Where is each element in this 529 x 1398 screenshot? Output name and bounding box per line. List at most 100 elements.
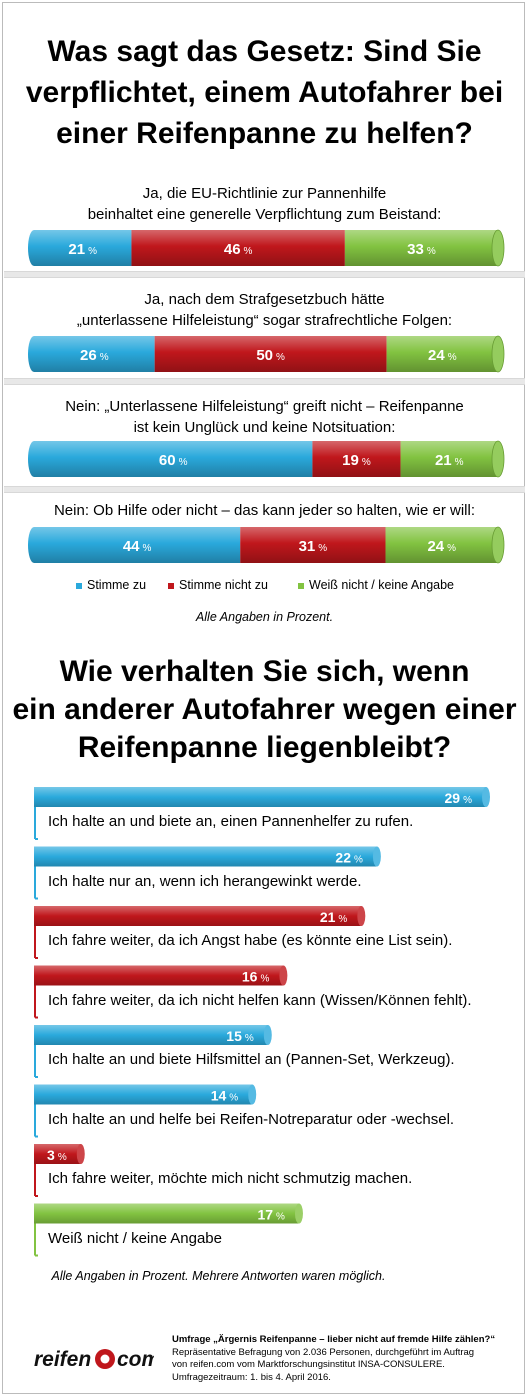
footer-line-3: Umfragezeitraum: 1. bis 4. April 2016. bbox=[172, 1371, 331, 1383]
question-2-line-1: Ja, nach dem Strafgesetzbuch hätte bbox=[144, 291, 385, 308]
bar-right-cap bbox=[491, 526, 505, 564]
question-2-line-2: „unterlassene Hilfeleistung“ sogar straf… bbox=[76, 312, 453, 329]
value-label: 24% bbox=[427, 538, 456, 555]
stacked-bar-chart: 21% 46% 33 % 26% 50% 24 % 60% 19% 21 % 44% 31% 24% bbox=[28, 229, 505, 564]
value-label: 50% bbox=[256, 347, 285, 364]
logo-text-right: com bbox=[117, 1348, 154, 1371]
bar-unknown-2 bbox=[386, 336, 498, 372]
question-1-line-1: Ja, die EU-Richtlinie zur Pannenhilfe bbox=[142, 185, 387, 202]
hbar-bracket bbox=[34, 1223, 38, 1257]
value-label: 19% bbox=[342, 452, 371, 469]
bar-unknown-3 bbox=[400, 441, 498, 477]
bar-right-cap bbox=[491, 229, 505, 267]
title2-line-2: ein anderer Autofahrer wegen einer bbox=[12, 693, 517, 726]
value-label: 31% bbox=[299, 538, 328, 555]
title-line-2: verpflichtet, einem Autofahrer bei bbox=[25, 76, 504, 109]
title-line-3: einer Reifenpanne zu helfen? bbox=[56, 117, 473, 150]
legend-item-unknown: Weiß nicht / keine Angabe bbox=[298, 578, 454, 592]
bar-right-cap bbox=[491, 335, 505, 373]
hbar-cap bbox=[263, 1025, 272, 1045]
hbar-cap bbox=[248, 1084, 257, 1105]
bar-disagree-2 bbox=[154, 336, 387, 372]
legend-label: Weiß nicht / keine Angabe bbox=[309, 578, 454, 592]
hbar-category-label: Ich halte an und biete Hilfsmittel an (P… bbox=[48, 1051, 455, 1068]
hbar-bracket bbox=[34, 807, 38, 840]
value-label: 33% bbox=[407, 241, 436, 258]
hbar-cap bbox=[76, 1144, 85, 1164]
hbar-category-label: Ich halte an und helfe bei Reifen-Notrep… bbox=[48, 1110, 455, 1128]
title2-line-3: Reifenpanne liegenbleibt? bbox=[77, 731, 452, 764]
hbar-category-label: Weiß nicht / keine Angabe bbox=[48, 1229, 222, 1247]
note-1: Alle Angaben in Prozent. bbox=[195, 610, 334, 624]
value-label: 24% bbox=[428, 347, 457, 364]
hbar-category-label: Ich fahre weiter, da ich nicht helfen ka… bbox=[48, 991, 472, 1009]
hbar-cap bbox=[372, 846, 381, 867]
title2-line-1: Wie verhalten Sie sich, wenn bbox=[59, 655, 470, 688]
title-line-1: Was sagt das Gesetz: Sind Sie bbox=[47, 35, 482, 68]
reifen-com-logo: reifen com bbox=[34, 1348, 154, 1371]
hbar-8 bbox=[34, 1203, 299, 1224]
hbar-category-label: Ich fahre weiter, da ich Angst habe (es … bbox=[48, 932, 453, 949]
legend-label: Stimme nicht zu bbox=[179, 578, 268, 592]
value-label: 44% bbox=[123, 538, 152, 555]
legend-item-disagree: Stimme nicht zu bbox=[168, 578, 268, 592]
hbar-7 bbox=[34, 1144, 81, 1164]
question-3-line-1: Nein: „Unterlassene Hilfeleistung“ greif… bbox=[65, 398, 464, 415]
hbar-4 bbox=[34, 965, 284, 986]
footer-heading: Umfrage „Ärgernis Reifenpanne – lieber n… bbox=[172, 1334, 496, 1345]
separator bbox=[4, 378, 525, 385]
hbar-3 bbox=[34, 906, 362, 926]
legend-item-agree: Stimme zu bbox=[76, 578, 146, 592]
bar-left-cap bbox=[28, 336, 40, 372]
footer: Umfrage „Ärgernis Reifenpanne – lieber n… bbox=[172, 1334, 512, 1384]
hbar-category-label: Ich fahre weiter, möchte mich nicht schm… bbox=[48, 1170, 413, 1187]
bar-disagree-3 bbox=[312, 441, 401, 477]
hbar-cap bbox=[294, 1203, 303, 1224]
logo-text-left: reifen bbox=[34, 1348, 91, 1371]
hbar-cap bbox=[482, 787, 490, 807]
hbar-bracket bbox=[34, 926, 38, 959]
hbar-bracket bbox=[34, 1104, 38, 1138]
bar-unknown-4 bbox=[385, 527, 498, 563]
footer-line-2: von reifen.com vom Marktforschungsinstit… bbox=[172, 1359, 445, 1370]
legend-label: Stimme zu bbox=[87, 578, 147, 592]
bar-left-cap bbox=[28, 230, 40, 266]
value-label: 21% bbox=[435, 452, 464, 469]
bar-left-cap bbox=[28, 441, 40, 477]
hbar-bracket bbox=[34, 866, 38, 900]
hbar-1 bbox=[34, 787, 486, 807]
hbar-bracket bbox=[34, 1045, 38, 1078]
hbar-6 bbox=[34, 1084, 253, 1105]
logo-tire-hub-icon bbox=[100, 1354, 110, 1364]
hbar-bracket bbox=[34, 1164, 38, 1197]
bar-left-cap bbox=[28, 527, 40, 563]
value-label: 46% bbox=[224, 241, 253, 258]
separator bbox=[4, 271, 525, 278]
legend-swatch bbox=[76, 582, 82, 589]
bar-disagree-1 bbox=[131, 230, 345, 266]
question-1-line-2: beinhaltet eine generelle Verpflichtung … bbox=[87, 206, 442, 223]
hbar-category-label: Ich halte nur an, wenn ich herangewinkt … bbox=[48, 872, 362, 890]
bar-unknown-1 bbox=[344, 230, 498, 266]
hbar-5 bbox=[34, 1025, 268, 1045]
hbar-category-label: Ich halte an und biete an, einen Pannenh… bbox=[48, 813, 414, 830]
legend-swatch bbox=[168, 582, 174, 589]
value-label: 26% bbox=[80, 347, 109, 364]
hbar-bracket bbox=[34, 985, 38, 1019]
value-label: 60% bbox=[159, 452, 188, 469]
hbar-2 bbox=[34, 846, 377, 867]
question-4-line-1: Nein: Ob Hilfe oder nicht – das kann jed… bbox=[53, 502, 476, 519]
separator bbox=[4, 486, 525, 493]
footer-line-1: Repräsentative Befragung von 2.036 Perso… bbox=[172, 1346, 475, 1358]
bar-agree-2 bbox=[34, 336, 155, 372]
bar-agree-3 bbox=[34, 441, 313, 477]
legend-swatch bbox=[298, 582, 304, 589]
value-label: 21% bbox=[68, 241, 97, 258]
hbar-cap bbox=[279, 965, 288, 986]
bar-agree-4 bbox=[34, 527, 241, 563]
hbar-cap bbox=[357, 906, 366, 926]
bar-right-cap bbox=[491, 440, 505, 478]
bar-agree-1 bbox=[34, 230, 132, 266]
